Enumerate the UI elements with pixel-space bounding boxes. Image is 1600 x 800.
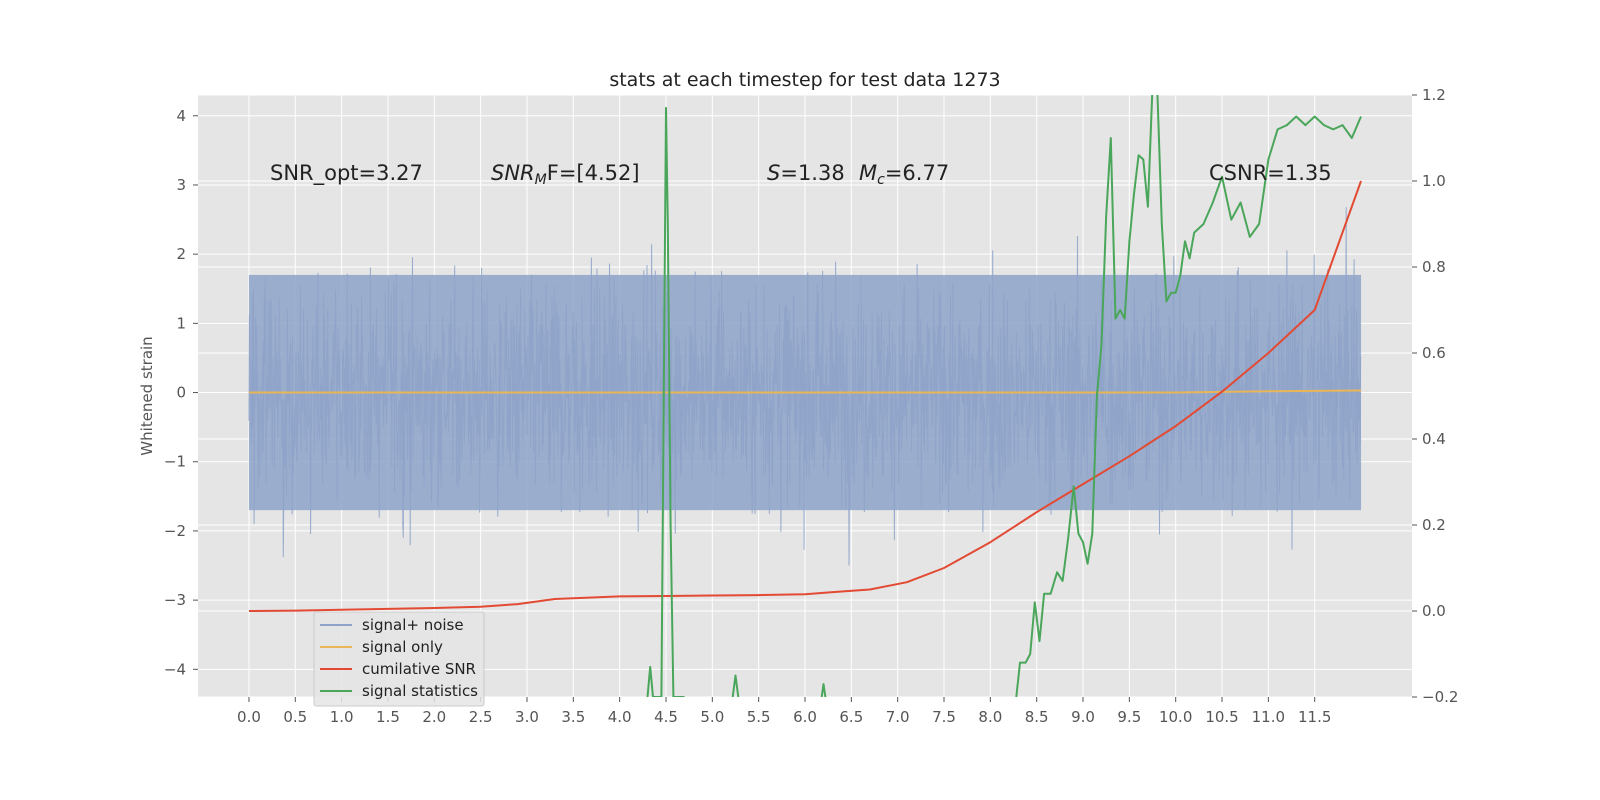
x-tick-label: 4.0: [608, 708, 632, 726]
y2-tick-label: 0.8: [1422, 258, 1446, 276]
x-tick-label: 2.0: [422, 708, 446, 726]
x-tick-label: 3.5: [561, 708, 585, 726]
x-tick-label: 8.0: [978, 708, 1002, 726]
x-tick-label: 5.5: [747, 708, 771, 726]
y-axis-label: Whitened strain: [138, 336, 156, 455]
x-tick-label: 8.5: [1025, 708, 1049, 726]
legend-entry: cumilative SNR: [362, 660, 476, 678]
y2-tick-label: −0.2: [1422, 688, 1458, 706]
snr-mf-sub: M: [535, 172, 547, 188]
x-tick-label: 1.5: [376, 708, 400, 726]
legend-entry: signal only: [362, 638, 443, 656]
y2-tick-label: 0.4: [1422, 430, 1446, 448]
series-lines: [248, 95, 1362, 697]
x-tick-label: 2.5: [469, 708, 493, 726]
x-tick-label: 3.0: [515, 708, 539, 726]
snr-mf-base: SNR: [491, 161, 535, 185]
cumulative-snr-line: [248, 180, 1362, 612]
x-tick-label: 10.5: [1205, 708, 1238, 726]
annotation-snr-opt: SNR_opt=3.27: [270, 161, 423, 186]
y-tick-label: −2: [164, 522, 186, 540]
x-tick-label: 9.0: [1071, 708, 1095, 726]
y-tick-label: 4: [176, 107, 186, 125]
annotation-mc: Mc=6.77: [859, 161, 949, 188]
s-value: =1.38: [780, 161, 844, 185]
y2-tick-label: 0.0: [1422, 602, 1446, 620]
signal-statistics-segment: [1015, 95, 1362, 697]
x-tick-label: 1.0: [330, 708, 354, 726]
y-tick-label: 2: [176, 245, 186, 263]
annotation-csnr: CSNR=1.35: [1209, 161, 1332, 185]
annotation-s: S=1.38: [767, 161, 845, 185]
y2-tick-label: 1.2: [1422, 86, 1446, 104]
x-tick-label: 7.5: [932, 708, 956, 726]
y-tick-label: −3: [164, 591, 186, 609]
signal-statistics-line: [646, 106, 685, 697]
y-tick-label: −4: [164, 660, 186, 678]
x-tick-label: 5.0: [700, 708, 724, 726]
mc-label: M: [859, 161, 877, 185]
y-tick-label: 0: [176, 384, 186, 402]
x-tick-label: 0.0: [237, 708, 261, 726]
s-label: S: [767, 161, 780, 185]
x-tick-label: 6.0: [793, 708, 817, 726]
y-tick-label: −1: [164, 453, 186, 471]
mc-value: =6.77: [885, 161, 949, 185]
chart-title: stats at each timestep for test data 127…: [609, 69, 1000, 91]
annotation-snr-mf: SNRMF=[4.52]: [491, 161, 640, 188]
annotations: SNR_opt=3.27 SNRMF=[4.52] S=1.38 Mc=6.77 CSN…: [270, 161, 1332, 188]
x-tick-label: 4.5: [654, 708, 678, 726]
x-tick-label: 11.0: [1252, 708, 1285, 726]
snr-mf-rest: F=[4.52]: [547, 161, 640, 185]
x-tick-label: 11.5: [1298, 708, 1331, 726]
x-tick-label: 7.0: [886, 708, 910, 726]
axes: 0.0 0.5 1.0 1.5 2.0 2.5 3.0 3.5 4.0 4.5 5.0 5.5 6.0 6…: [164, 86, 1459, 726]
x-tick-label: 10.0: [1159, 708, 1192, 726]
x-tick-label: 6.5: [839, 708, 863, 726]
x-tick-label: 0.5: [283, 708, 307, 726]
y2-tick-label: 1.0: [1422, 172, 1446, 190]
y2-tick-label: 0.6: [1422, 344, 1446, 362]
mc-sub: c: [877, 172, 885, 188]
signal-statistics-segment: [820, 683, 827, 697]
signal-statistics-segment: [731, 674, 740, 697]
y2-tick-label: 0.2: [1422, 516, 1446, 534]
legend-entry: signal+ noise: [362, 616, 464, 634]
legend-entry: signal statistics: [362, 682, 478, 700]
x-tick-label: 9.5: [1117, 708, 1141, 726]
y-tick-label: 1: [176, 314, 186, 332]
legend: signal+ noise signal only cumilative SNR si…: [313, 611, 485, 707]
legend-box: [313, 611, 485, 707]
y-tick-label: 3: [176, 176, 186, 194]
signal-only-line: [249, 389, 1362, 394]
